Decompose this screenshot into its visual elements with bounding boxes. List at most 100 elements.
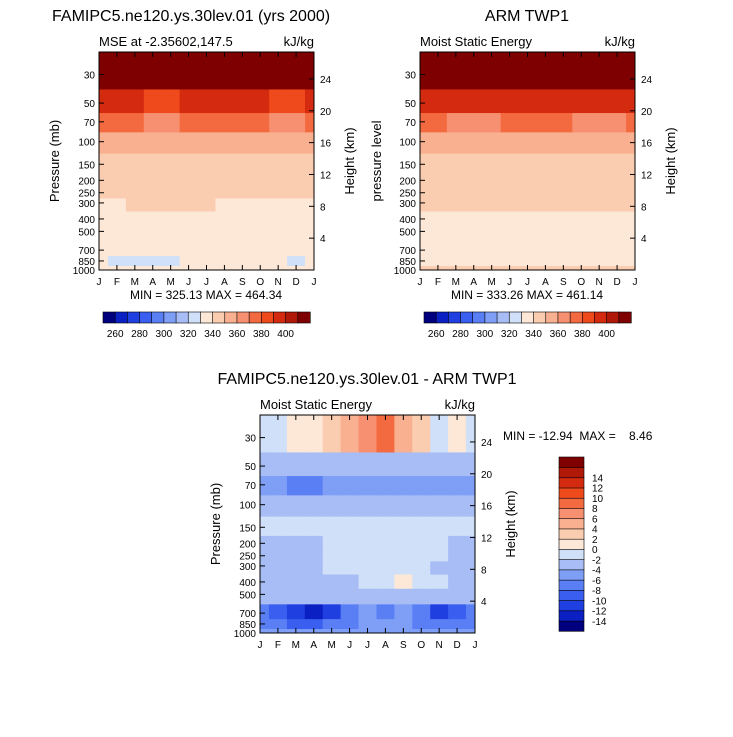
colorbar-swatch <box>558 599 585 612</box>
field-cell <box>626 210 635 226</box>
field-cell <box>518 225 538 242</box>
field-cell <box>554 240 573 257</box>
x-tick-label: A <box>310 640 317 651</box>
field-cell <box>260 415 270 453</box>
y-tick-label: 250 <box>239 552 256 563</box>
field-cell <box>608 197 627 212</box>
field-cell <box>448 573 467 589</box>
field-cell <box>99 225 109 242</box>
field-cell <box>179 186 199 199</box>
colorbar-label: 320 <box>501 329 518 340</box>
field-cell <box>412 573 431 589</box>
field-cell <box>287 52 306 90</box>
field-cell <box>233 152 252 173</box>
colorbar-swatch <box>163 311 177 324</box>
colorbar-label: 400 <box>598 329 615 340</box>
diff-field <box>260 415 475 633</box>
field-cell <box>394 475 413 496</box>
field-cell <box>608 88 627 114</box>
field-cell <box>466 560 475 575</box>
field-cell <box>305 255 314 267</box>
x-tick-label: N <box>275 277 282 288</box>
y-tick-label: 700 <box>239 609 256 620</box>
field-cell <box>394 588 413 605</box>
field-cell <box>251 52 270 90</box>
field-cell <box>358 573 378 589</box>
colorbar-swatch <box>606 311 620 324</box>
field-cell <box>322 603 342 620</box>
colorbar-label: 8 <box>592 504 598 515</box>
field-cell <box>376 475 395 496</box>
field-cell <box>518 197 538 212</box>
field-cell <box>340 475 360 496</box>
colorbar-label: 300 <box>477 329 494 340</box>
x-tick-label: O <box>577 277 585 288</box>
field-cell <box>536 255 555 267</box>
field-cell <box>340 535 360 551</box>
field-cell <box>197 197 217 212</box>
field-cell <box>394 415 413 453</box>
field-cell <box>428 172 448 188</box>
field-cell <box>287 210 306 226</box>
height-tick-label: 24 <box>641 75 653 86</box>
colorbar-label: 380 <box>253 329 270 340</box>
field-cell <box>430 588 449 605</box>
colorbar-label: -2 <box>592 555 601 566</box>
field-cell <box>430 494 449 517</box>
colorbar-swatch <box>114 311 128 324</box>
field-cell <box>590 255 609 267</box>
model-axes: J F M A M J J A S O N D J305070100150200250300400500… <box>73 52 332 288</box>
field-cell <box>322 549 342 562</box>
y-tick-label: 50 <box>245 462 257 473</box>
field-cell <box>286 494 306 517</box>
field-cell <box>179 172 199 188</box>
field-cell <box>412 603 431 620</box>
field-cell <box>251 197 270 212</box>
field-cell <box>412 494 431 517</box>
x-tick-label: D <box>453 640 460 651</box>
field-cell <box>143 225 163 242</box>
colorbar-swatch <box>558 487 585 499</box>
colorbar-label: 4 <box>592 525 598 536</box>
field-cell <box>340 549 360 562</box>
field-cell <box>448 549 467 562</box>
field-cell <box>482 210 502 226</box>
x-tick-label: J <box>347 640 352 651</box>
field-cell <box>376 515 395 536</box>
field-cell <box>464 186 484 199</box>
field-cell <box>161 225 181 242</box>
field-cell <box>554 186 573 199</box>
field-cell <box>572 152 591 173</box>
field-cell <box>286 515 306 536</box>
field-cell <box>626 152 635 173</box>
field-cell <box>260 451 270 477</box>
model-units: kJ/kg <box>284 34 314 49</box>
x-tick-label: A <box>470 277 477 288</box>
field-cell <box>464 112 484 133</box>
colorbar-label: 340 <box>525 329 542 340</box>
field-cell <box>233 52 252 90</box>
field-cell <box>376 588 395 605</box>
x-tick-label: A <box>149 277 156 288</box>
height-tick-label: 20 <box>481 470 493 481</box>
colorbar-swatch <box>558 477 585 489</box>
colorbar-swatch <box>297 311 311 324</box>
field-cell <box>251 186 270 199</box>
panel-model: FAMIPC5.ne120.ys.30lev.01 (yrs 2000) MSE… <box>47 8 357 302</box>
height-tick-label: 8 <box>320 202 326 213</box>
field-cell <box>608 152 627 173</box>
field-cell <box>412 549 431 562</box>
x-tick-label: J <box>633 277 638 288</box>
obs-field <box>420 52 635 270</box>
field-cell <box>626 197 635 212</box>
colorbar-swatch <box>558 620 585 632</box>
field-cell <box>305 152 314 173</box>
field-cell <box>197 131 217 154</box>
field-cell <box>466 588 475 605</box>
field-cell <box>430 618 449 630</box>
field-cell <box>482 131 502 154</box>
field-cell <box>268 494 288 517</box>
field-cell <box>448 588 467 605</box>
field-cell <box>340 560 360 575</box>
